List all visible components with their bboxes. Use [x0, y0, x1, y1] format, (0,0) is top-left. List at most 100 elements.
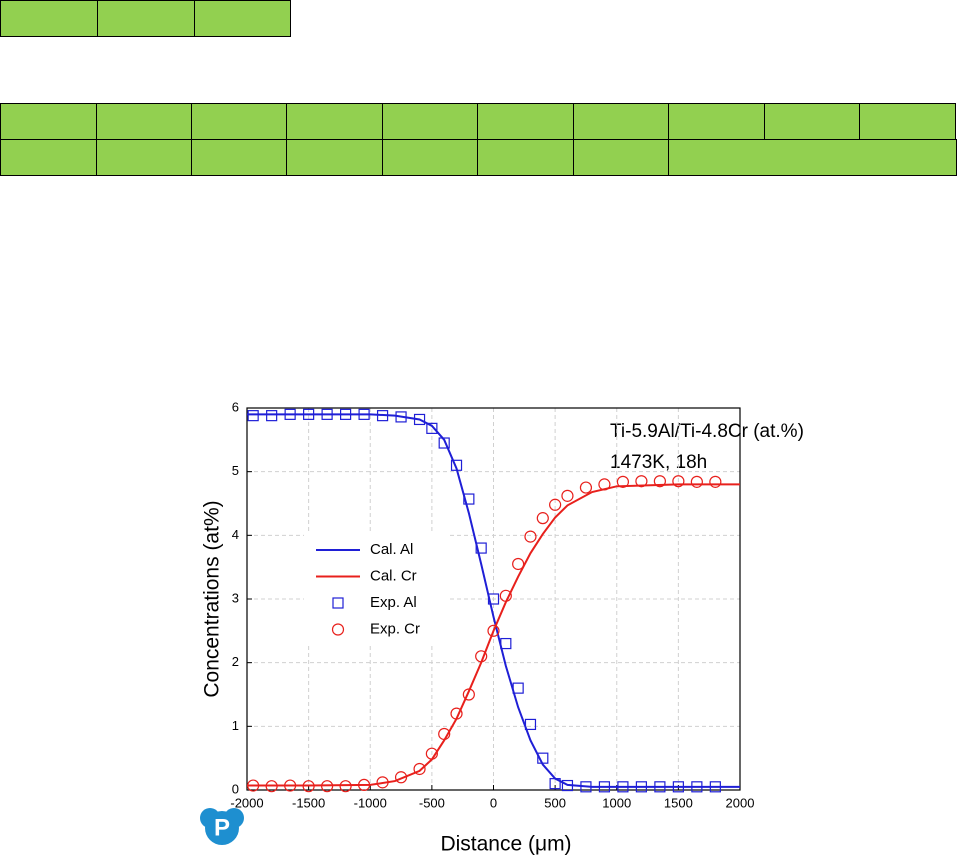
cell: [573, 103, 669, 140]
point: [376, 776, 389, 789]
point: [653, 475, 666, 488]
point: [302, 780, 315, 793]
cell: [477, 103, 574, 140]
point: [463, 493, 475, 505]
point: [438, 727, 451, 741]
legend: Cal. Al Cal. Cr Exp. Al Exp. Cr: [304, 532, 450, 644]
cell: [97, 0, 195, 37]
cell: [573, 139, 669, 176]
cell: [286, 139, 383, 176]
x-axis-title: Distance (μm): [440, 833, 571, 856]
point: [536, 512, 549, 525]
point: [376, 410, 389, 422]
cell: [286, 103, 383, 140]
y-tick-label: 0: [232, 781, 239, 796]
y-tick-label: 4: [232, 527, 239, 542]
point: [672, 781, 684, 793]
point: [394, 771, 408, 784]
point: [426, 422, 438, 434]
point: [247, 410, 259, 422]
cell: [191, 103, 287, 140]
point: [690, 475, 703, 488]
point: [487, 593, 500, 605]
point: [321, 780, 334, 793]
point: [709, 475, 722, 488]
point: [598, 478, 611, 491]
point: [450, 707, 463, 720]
point: [475, 542, 487, 554]
point: [247, 779, 260, 792]
point: [524, 530, 537, 543]
point: [512, 557, 525, 571]
point: [450, 459, 463, 471]
point: [617, 781, 629, 793]
x-tick-label: 1500: [664, 795, 693, 810]
x-tick-label: -1500: [292, 795, 325, 810]
point: [413, 413, 426, 426]
legend-label: Exp. Cr: [370, 620, 420, 637]
point: [395, 411, 407, 423]
point: [616, 475, 630, 488]
y-tick-label: 6: [232, 399, 239, 414]
point: [357, 778, 371, 792]
line: [247, 413, 740, 788]
cell: [764, 103, 860, 140]
y-tick-label: 5: [232, 463, 239, 478]
table-row: [0, 103, 956, 140]
point: [425, 747, 438, 760]
point: [413, 762, 426, 776]
point: [499, 589, 512, 602]
x-tick-label: 1000: [602, 795, 631, 810]
y-axis-title: Concentrations (at%): [201, 500, 224, 697]
annotation: Ti-5.9Al/Ti-4.8Cr (at.%): [610, 421, 804, 442]
plot-frame: [246, 407, 741, 791]
logo-text: P: [214, 814, 230, 841]
table-row: [0, 139, 957, 176]
logo-shape: [224, 808, 244, 828]
point: [438, 437, 450, 449]
point: [266, 410, 278, 422]
point: [537, 752, 549, 764]
point: [561, 489, 574, 502]
y-tick-label: 1: [232, 718, 239, 733]
point: [321, 408, 333, 420]
x-tick-label: 500: [544, 795, 566, 810]
point: [462, 688, 475, 701]
point: [635, 781, 648, 793]
point: [549, 778, 561, 790]
legend-swatch: [331, 623, 345, 636]
cell: [477, 139, 574, 176]
table-top: [0, 0, 291, 37]
x-tick-label: -500: [419, 795, 445, 810]
point: [284, 779, 297, 792]
logo: P: [200, 808, 244, 845]
point: [691, 781, 703, 793]
x-tick-label: 2000: [726, 795, 755, 810]
cell: [668, 139, 957, 176]
point: [475, 650, 488, 663]
line: [247, 483, 740, 787]
point: [339, 780, 352, 793]
point: [500, 637, 512, 650]
point: [358, 408, 370, 420]
point: [284, 408, 296, 420]
point: [579, 481, 593, 494]
cell: [859, 103, 956, 140]
point: [340, 408, 352, 420]
cell: [0, 139, 97, 176]
legend-label: Cal. Al: [370, 541, 413, 558]
cell: [194, 0, 291, 37]
point: [672, 475, 685, 488]
cell: [0, 0, 98, 37]
y-tick-label: 3: [232, 590, 239, 605]
point: [654, 781, 666, 793]
legend-swatch: [332, 597, 344, 609]
point: [512, 682, 524, 694]
legend-label: Cal. Cr: [370, 567, 417, 584]
point: [303, 408, 315, 420]
point: [580, 781, 592, 793]
y-tick-label: 2: [232, 654, 239, 669]
point: [561, 779, 574, 792]
